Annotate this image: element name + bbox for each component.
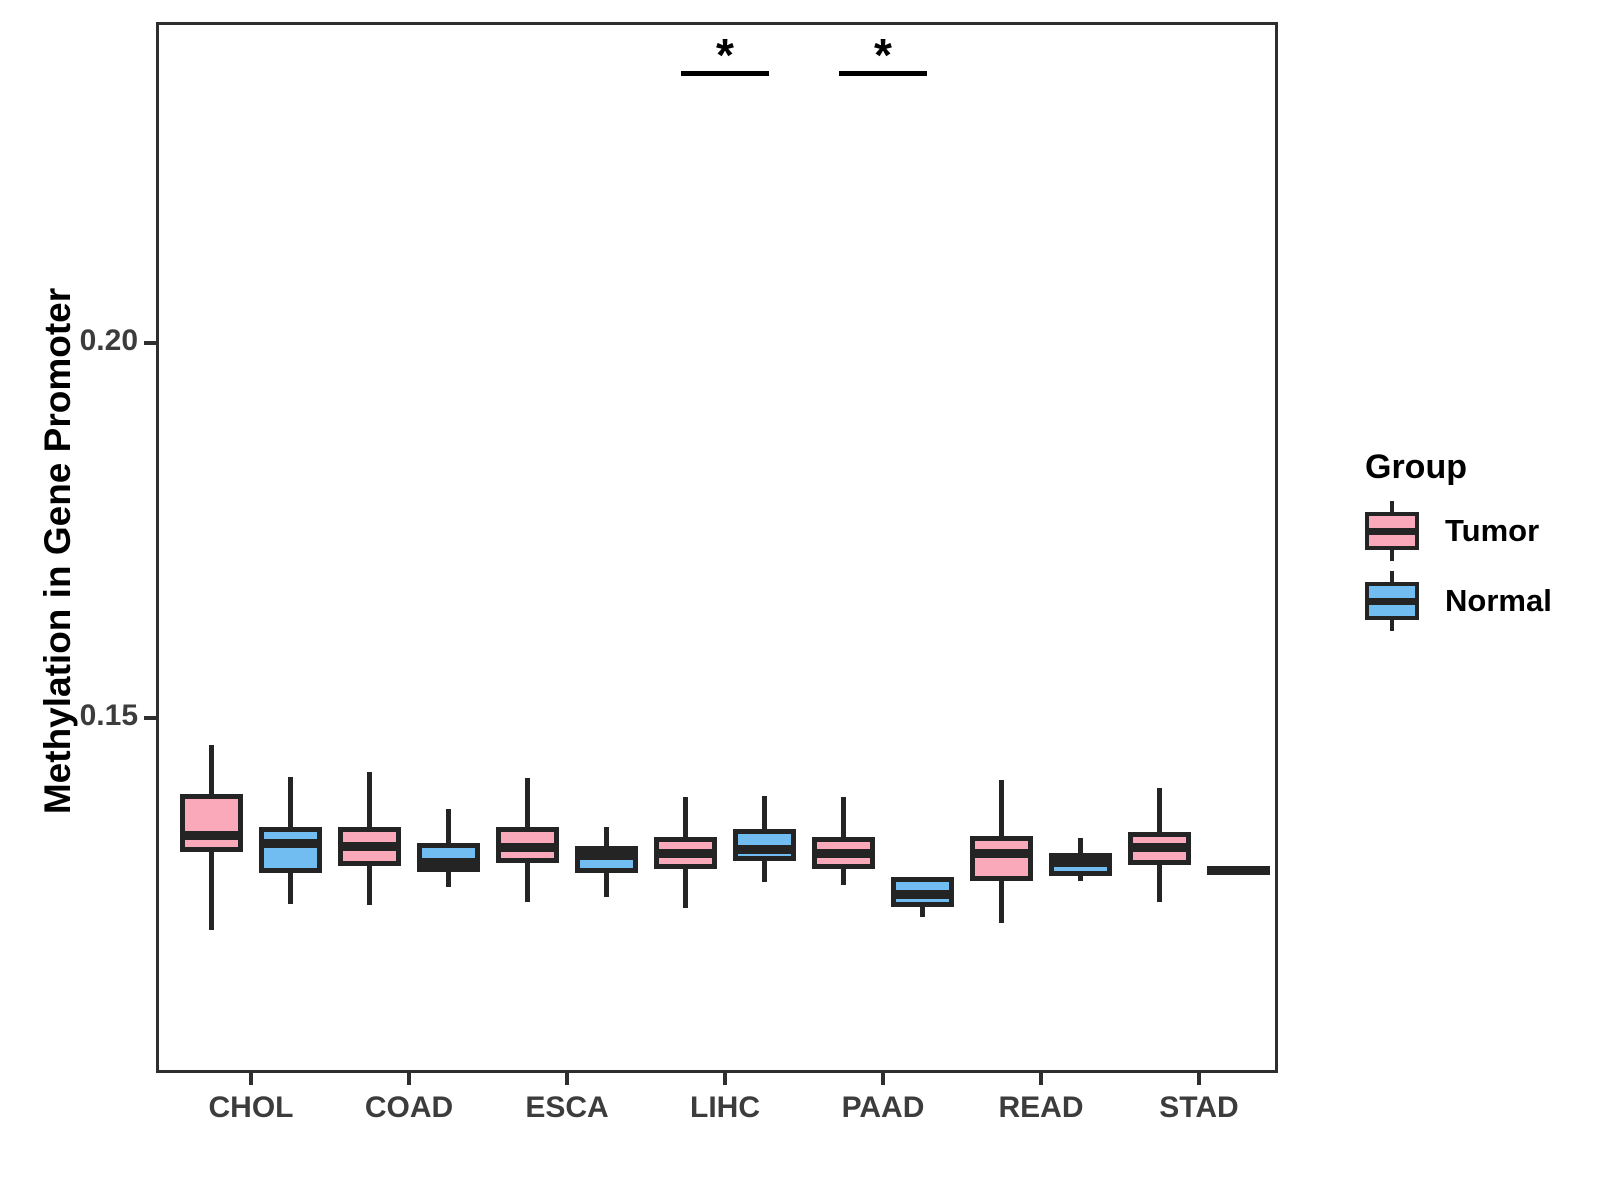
- boxplot-lihc-normal-lower-whisker: [762, 861, 768, 883]
- boxplot-paad-tumor-median: [811, 849, 875, 859]
- boxplot-stad-tumor-median: [1127, 843, 1191, 853]
- boxplot-chol-normal-box: [259, 826, 323, 874]
- legend-title: Group: [1365, 448, 1467, 486]
- x-tick-label: PAAD: [841, 1091, 925, 1124]
- boxplot-chol-tumor-upper-whisker: [208, 745, 214, 794]
- boxplot-stad-tumor-lower-whisker: [1156, 865, 1162, 902]
- boxplot-lihc-tumor-upper-whisker: [682, 796, 688, 838]
- x-tick-mark: [565, 1073, 569, 1085]
- x-tick-label: STAD: [1159, 1091, 1239, 1124]
- boxplot-esca-normal-upper-whisker: [604, 826, 610, 847]
- boxplot-chol-normal-upper-whisker: [288, 777, 294, 827]
- normal-boxplot-key-icon: [1365, 571, 1419, 631]
- boxplot-lihc-normal-median: [733, 844, 797, 854]
- boxplot-coad-normal-lower-whisker: [446, 871, 452, 887]
- boxplot-esca-tumor-upper-whisker: [524, 778, 530, 827]
- legend-item-normal: Normal: [1365, 571, 1552, 631]
- legend: Group Tumor Normal: [1365, 448, 1552, 641]
- boxplot-coad-tumor-median: [337, 841, 401, 851]
- boxplot-chol-tumor-lower-whisker: [208, 852, 214, 931]
- boxplot-chol-normal-median: [259, 838, 323, 848]
- x-tick-mark: [1039, 1073, 1043, 1085]
- y-tick-label: 0.20: [79, 324, 138, 357]
- y-tick-mark: [144, 341, 156, 345]
- x-tick-label: COAD: [364, 1091, 454, 1124]
- boxplot-esca-tumor-median: [495, 843, 559, 853]
- boxplot-stad-tumor-upper-whisker: [1156, 787, 1162, 832]
- tumor-boxplot-key-icon: [1365, 501, 1419, 561]
- boxplot-read-normal-lower-whisker: [1078, 876, 1084, 881]
- boxplot-lihc-tumor-median: [653, 848, 717, 858]
- boxplot-esca-tumor-lower-whisker: [524, 862, 530, 902]
- plot-panel: [156, 22, 1278, 1073]
- boxplot-coad-normal-upper-whisker: [446, 808, 452, 844]
- significance-bar-paad: [839, 71, 927, 76]
- x-tick-label: READ: [998, 1091, 1084, 1124]
- significance-star-paad: *: [874, 29, 892, 81]
- y-tick-label: 0.15: [79, 699, 138, 732]
- boxplot-esca-normal-lower-whisker: [604, 873, 610, 898]
- boxplot-chol-tumor-median: [179, 830, 243, 840]
- legend-item-tumor: Tumor: [1365, 501, 1552, 561]
- x-tick-label: CHOL: [208, 1091, 294, 1124]
- boxplot-paad-tumor-lower-whisker: [840, 868, 846, 886]
- boxplot-lihc-tumor-lower-whisker: [682, 868, 688, 908]
- boxplot-coad-normal-median: [417, 858, 481, 868]
- boxplot-read-tumor-median: [969, 848, 1033, 858]
- boxplot-read-tumor-lower-whisker: [998, 880, 1004, 923]
- x-tick-mark: [249, 1073, 253, 1085]
- significance-bar-lihc: [681, 71, 769, 76]
- legend-label-tumor: Tumor: [1445, 513, 1540, 548]
- boxplot-read-normal-median: [1049, 858, 1113, 868]
- x-tick-mark: [407, 1073, 411, 1085]
- boxplot-read-tumor-box: [969, 835, 1033, 881]
- x-tick-mark: [723, 1073, 727, 1085]
- boxplot-read-tumor-upper-whisker: [998, 780, 1004, 836]
- boxplot-coad-tumor-upper-whisker: [366, 772, 372, 827]
- boxplot-coad-tumor-lower-whisker: [366, 865, 372, 905]
- x-tick-label: ESCA: [525, 1091, 609, 1124]
- boxplot-paad-normal-median: [891, 889, 955, 899]
- boxplot-paad-tumor-upper-whisker: [840, 796, 846, 838]
- significance-star-lihc: *: [716, 29, 734, 81]
- boxplot-chol-tumor-box: [179, 793, 243, 853]
- legend-label-normal: Normal: [1445, 583, 1552, 618]
- x-tick-label: LIHC: [690, 1091, 760, 1124]
- x-tick-mark: [881, 1073, 885, 1085]
- boxplot-lihc-normal-upper-whisker: [762, 796, 768, 829]
- boxplot-read-normal-upper-whisker: [1078, 838, 1084, 853]
- boxplot-chol-normal-lower-whisker: [288, 873, 294, 904]
- boxplot-paad-normal-lower-whisker: [920, 907, 926, 917]
- x-tick-mark: [1197, 1073, 1201, 1085]
- y-tick-mark: [144, 716, 156, 720]
- boxplot-esca-normal-median: [575, 850, 639, 860]
- boxplot-stad-normal-median: [1207, 865, 1271, 875]
